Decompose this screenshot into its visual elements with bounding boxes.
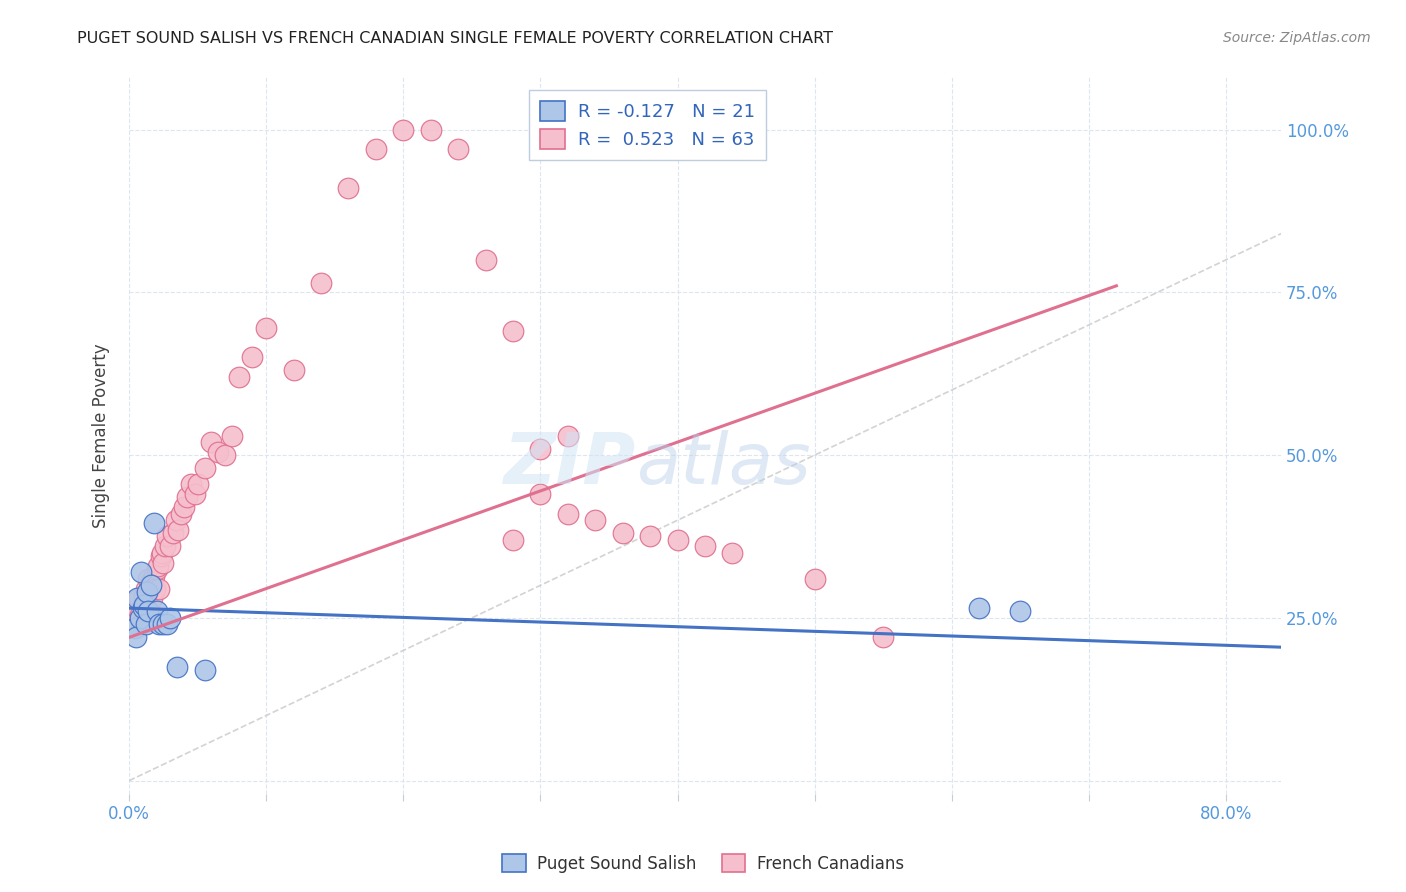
Point [136, 604, 159, 618]
Point [173, 500, 195, 515]
Point [502, 533, 524, 547]
Point [557, 428, 579, 442]
Point [254, 321, 277, 335]
Point [138, 604, 160, 618]
Point [200, 435, 222, 450]
Point [167, 523, 190, 537]
Point [165, 513, 187, 527]
Point [125, 631, 148, 645]
Point [872, 631, 894, 645]
Point [474, 252, 496, 267]
Point [145, 562, 167, 576]
Point [612, 526, 634, 541]
Text: PUGET SOUND SALISH VS FRENCH CANADIAN SINGLE FEMALE POVERTY CORRELATION CHART: PUGET SOUND SALISH VS FRENCH CANADIAN SI… [77, 31, 834, 46]
Point [214, 448, 236, 462]
Point [148, 582, 170, 596]
Point [135, 584, 157, 599]
Point [159, 611, 181, 625]
Point [135, 617, 157, 632]
Point [364, 142, 387, 156]
Point [135, 582, 157, 596]
Point [228, 370, 250, 384]
Point [124, 604, 146, 618]
Text: ZIP: ZIP [503, 430, 636, 499]
Point [149, 549, 172, 563]
Point [139, 575, 162, 590]
Point [135, 594, 157, 608]
Y-axis label: Single Female Poverty: Single Female Poverty [93, 343, 110, 528]
Point [666, 533, 689, 547]
Point [139, 578, 162, 592]
Point [187, 477, 209, 491]
Point [152, 556, 174, 570]
Point [309, 276, 332, 290]
Point [803, 572, 825, 586]
Point [283, 363, 305, 377]
Point [180, 477, 202, 491]
Point [207, 445, 229, 459]
Point [193, 663, 215, 677]
Point [134, 588, 156, 602]
Point [419, 122, 441, 136]
Point [583, 513, 606, 527]
Point [170, 507, 193, 521]
Point [131, 617, 153, 632]
Point [142, 516, 165, 531]
Point [529, 442, 551, 456]
Point [145, 604, 167, 618]
Point [557, 507, 579, 521]
Point [156, 617, 179, 632]
Point [150, 546, 173, 560]
Legend: R = -0.127   N = 21, R =  0.523   N = 63: R = -0.127 N = 21, R = 0.523 N = 63 [529, 90, 766, 160]
Point [967, 601, 990, 615]
Point [134, 598, 156, 612]
Point [153, 539, 176, 553]
Point [529, 487, 551, 501]
Point [129, 611, 152, 625]
Point [176, 491, 198, 505]
Point [141, 591, 163, 606]
Point [166, 659, 188, 673]
Point [447, 142, 470, 156]
Point [142, 568, 165, 582]
Point [193, 461, 215, 475]
Point [184, 487, 207, 501]
Point [127, 591, 149, 606]
Point [221, 428, 243, 442]
Point [242, 351, 264, 365]
Point [156, 529, 179, 543]
Point [124, 621, 146, 635]
Legend: Puget Sound Salish, French Canadians: Puget Sound Salish, French Canadians [495, 847, 911, 880]
Point [152, 617, 174, 632]
Point [132, 598, 155, 612]
Point [146, 558, 169, 573]
Point [502, 324, 524, 338]
Point [136, 572, 159, 586]
Point [721, 546, 744, 560]
Point [148, 617, 170, 632]
Text: Source: ZipAtlas.com: Source: ZipAtlas.com [1223, 31, 1371, 45]
Point [131, 566, 153, 580]
Point [127, 601, 149, 615]
Text: atlas: atlas [636, 430, 810, 499]
Point [337, 181, 360, 195]
Point [128, 591, 150, 606]
Point [1010, 604, 1032, 618]
Point [162, 526, 184, 541]
Point [638, 529, 661, 543]
Point [129, 607, 152, 622]
Point [392, 122, 415, 136]
Point [693, 539, 716, 553]
Point [159, 539, 181, 553]
Point [132, 601, 155, 615]
Point [143, 582, 166, 596]
